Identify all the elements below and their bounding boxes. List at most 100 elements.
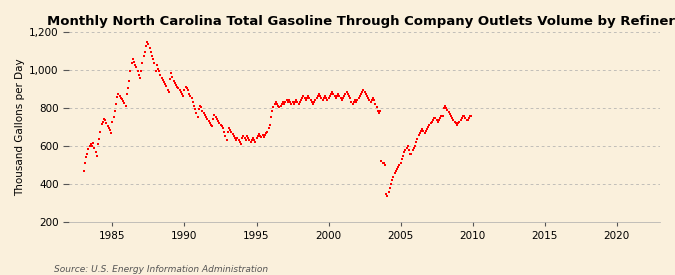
Point: [365, 100, 376, 104]
Point: [368, 96, 379, 100]
Point: [442, 108, 453, 112]
Point: [275, 103, 286, 108]
Point: [375, 109, 385, 113]
Point: [398, 153, 408, 158]
Point: [435, 116, 446, 120]
Point: [401, 146, 412, 150]
Point: [83, 147, 94, 151]
Point: [252, 134, 263, 138]
Point: [157, 76, 167, 81]
Point: [129, 60, 140, 64]
Point: [424, 123, 435, 128]
Point: [95, 130, 106, 134]
Point: [402, 144, 413, 148]
Point: [316, 96, 327, 100]
Point: [407, 148, 418, 152]
Point: [157, 78, 168, 82]
Point: [216, 124, 227, 129]
Point: [78, 169, 89, 173]
Text: Source: U.S. Energy Information Administration: Source: U.S. Energy Information Administ…: [54, 265, 268, 274]
Point: [350, 98, 360, 102]
Point: [441, 106, 452, 111]
Point: [454, 119, 465, 124]
Point: [168, 79, 179, 83]
Point: [140, 44, 151, 48]
Point: [124, 79, 134, 83]
Point: [142, 40, 153, 45]
Point: [369, 98, 379, 102]
Point: [182, 86, 192, 91]
Point: [421, 129, 431, 133]
Point: [367, 98, 377, 102]
Point: [227, 132, 238, 136]
Point: [273, 103, 284, 108]
Point: [297, 96, 308, 100]
Point: [245, 139, 256, 144]
Point: [185, 94, 196, 98]
Point: [404, 148, 414, 152]
Point: [305, 98, 316, 102]
Point: [169, 81, 180, 85]
Point: [198, 110, 209, 115]
Point: [232, 136, 243, 140]
Point: [100, 118, 111, 122]
Point: [189, 103, 200, 108]
Point: [418, 129, 429, 133]
Point: [387, 178, 398, 183]
Point: [433, 119, 443, 124]
Point: [280, 100, 291, 104]
Point: [303, 94, 314, 98]
Point: [346, 100, 357, 104]
Point: [419, 131, 430, 135]
Point: [220, 134, 231, 138]
Point: [400, 148, 411, 152]
Point: [184, 92, 194, 97]
Point: [462, 117, 473, 122]
Point: [406, 152, 417, 156]
Point: [390, 169, 401, 173]
Point: [155, 72, 166, 77]
Point: [194, 107, 205, 112]
Point: [364, 98, 375, 102]
Point: [109, 109, 120, 113]
Point: [112, 95, 123, 100]
Point: [269, 101, 280, 106]
Point: [236, 141, 246, 146]
Point: [314, 92, 325, 97]
Point: [228, 134, 239, 138]
Point: [345, 96, 356, 100]
Point: [125, 69, 136, 73]
Point: [172, 84, 183, 89]
Point: [393, 165, 404, 169]
Point: [381, 191, 392, 196]
Point: [276, 101, 287, 106]
Point: [240, 138, 251, 142]
Point: [118, 99, 129, 103]
Point: [362, 96, 373, 100]
Point: [261, 131, 271, 135]
Point: [174, 88, 185, 93]
Point: [338, 96, 348, 100]
Point: [192, 115, 203, 119]
Point: [114, 94, 125, 98]
Point: [271, 101, 282, 106]
Point: [439, 104, 450, 109]
Point: [339, 94, 350, 98]
Point: [219, 130, 230, 134]
Point: [299, 96, 310, 100]
Point: [217, 126, 228, 131]
Point: [248, 136, 259, 140]
Point: [254, 134, 265, 138]
Point: [296, 98, 306, 102]
Point: [464, 116, 475, 120]
Point: [117, 97, 128, 101]
Point: [325, 94, 335, 98]
Point: [105, 128, 115, 133]
Point: [388, 174, 399, 179]
Point: [322, 98, 333, 102]
Point: [385, 182, 396, 186]
Point: [315, 94, 325, 98]
Point: [448, 117, 459, 122]
Point: [136, 69, 146, 73]
Point: [144, 46, 155, 50]
